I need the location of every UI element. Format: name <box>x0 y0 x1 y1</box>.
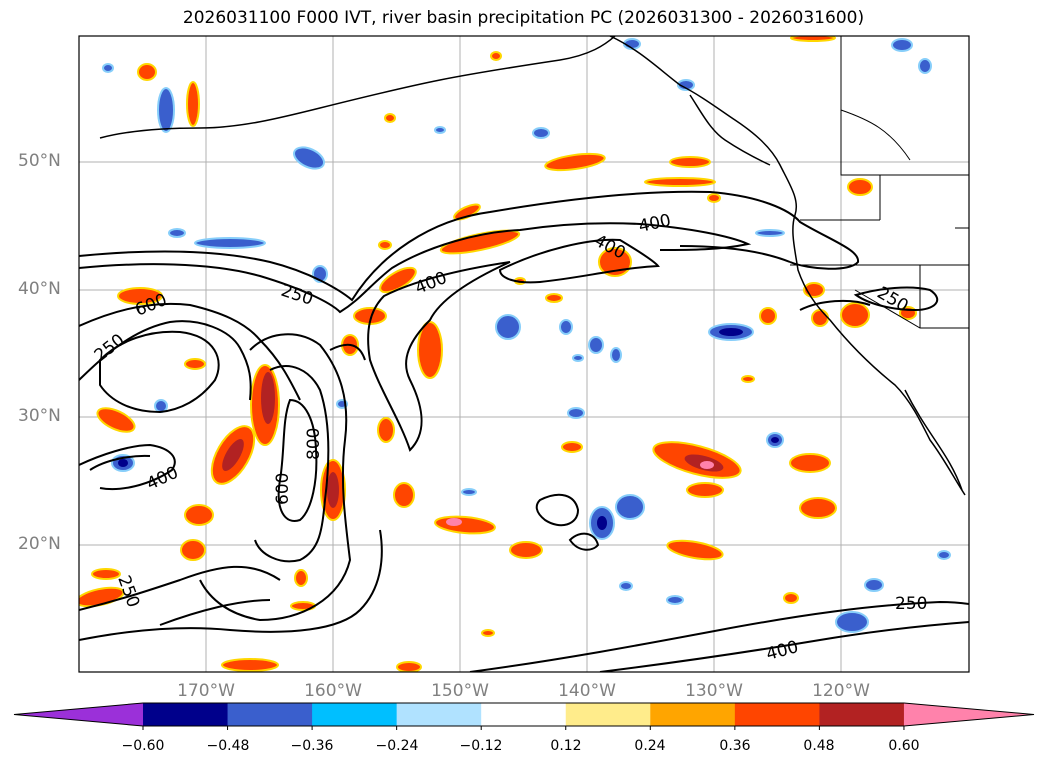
lat-label-40n: 40°N <box>18 279 61 299</box>
colorbar-tick-label: 0.48 <box>803 738 835 754</box>
lon-label-160w: 160°W <box>304 681 362 701</box>
colorbar-segment <box>143 703 229 726</box>
colorbar-tick-label: −0.24 <box>375 738 419 754</box>
lat-label-50n: 50°N <box>18 151 61 171</box>
lon-label-170w: 170°W <box>177 681 235 701</box>
colorbar-tick-label: 0.12 <box>550 738 582 754</box>
colorbar-extend-min <box>14 703 143 726</box>
contour-label: 600 <box>273 473 293 505</box>
lon-label-150w: 150°W <box>431 681 489 701</box>
colorbar-tick-label: −0.48 <box>206 738 250 754</box>
colorbar-segment <box>734 703 820 726</box>
colorbar-segment <box>650 703 736 726</box>
colorbar-tick-label: 0.60 <box>888 738 920 754</box>
colorbar-tick-label: 0.24 <box>634 738 666 754</box>
colorbar-segment <box>312 703 398 726</box>
state-borders <box>790 36 969 329</box>
map-background <box>79 36 969 672</box>
lon-label-120w: 120°W <box>812 681 870 701</box>
lon-label-140w: 140°W <box>558 681 616 701</box>
colorbar-segment <box>227 703 313 726</box>
colorbar-segment <box>565 703 651 726</box>
colorbar-tick-label: −0.60 <box>121 738 165 754</box>
lat-label-30n: 30°N <box>18 406 61 426</box>
ivt-contours <box>79 190 969 672</box>
colorbar-segment <box>396 703 482 726</box>
colorbar <box>13 702 1035 730</box>
colorbar-segment <box>481 703 567 726</box>
colorbar-tick-label: −0.12 <box>459 738 503 754</box>
negative-anomaly-patches <box>102 38 951 633</box>
lat-label-20n: 20°N <box>18 534 61 554</box>
contour-label: 250 <box>895 594 927 614</box>
colorbar-tick-label: 0.36 <box>719 738 751 754</box>
colorbar-tick-label: −0.36 <box>290 738 334 754</box>
coastline <box>99 36 966 496</box>
contour-label: 800 <box>304 428 324 460</box>
colorbar-segment <box>819 703 905 726</box>
colorbar-extend-max <box>903 703 1034 726</box>
lon-label-130w: 130°W <box>685 681 743 701</box>
map-frame <box>78 35 970 673</box>
chart-title: 2026031100 F000 IVT, river basin precipi… <box>182 8 865 28</box>
